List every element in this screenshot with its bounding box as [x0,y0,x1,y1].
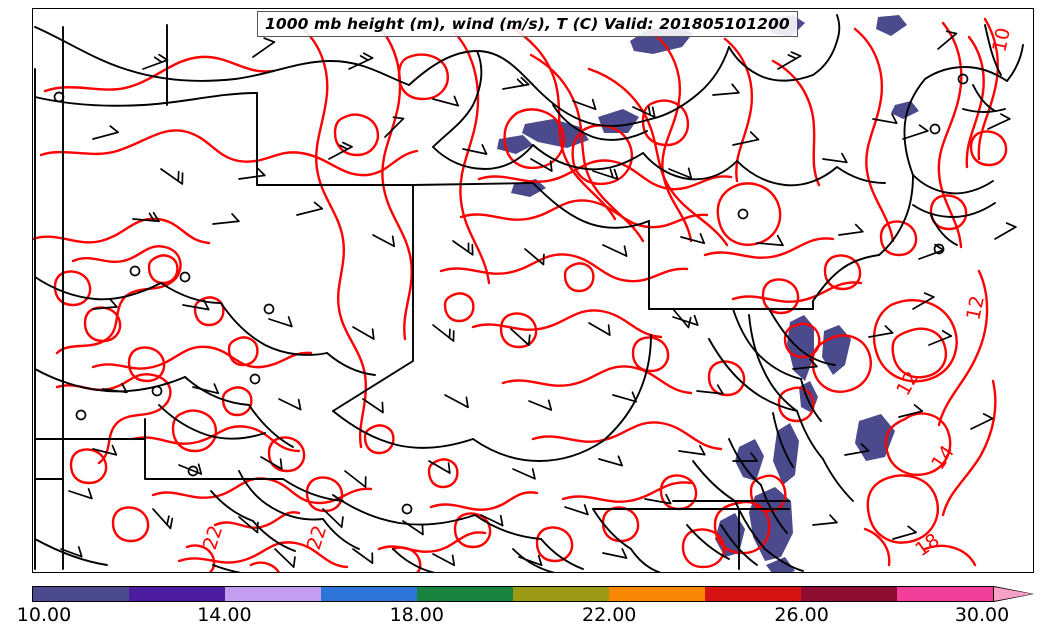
colorbar-segment-4 [417,587,513,601]
contour-label-12-b: 12 [892,368,923,400]
colorbar-tick-22-00: 22.00 [581,604,637,626]
colorbar-segment-1 [129,587,225,601]
colorbar-segment-7 [705,587,801,601]
contour-label-10: 10 [988,26,1015,54]
colorbar-tick-labels: 10.00 14.00 18.00 22.00 26.00 30.00 [17,604,1034,632]
colorbar-segment-3 [321,587,417,601]
chart-title-box: 1000 mb height (m), wind (m/s), T (C) Va… [257,11,798,37]
colorbar-tick-18-00: 18.00 [389,604,444,626]
geographic-boundaries [34,14,1024,572]
colorbar-extend-arrow [994,586,1032,601]
calm-station-markers [53,73,969,515]
contour-label-22-a: 22 [199,523,227,553]
colorbar-gradient [32,586,994,602]
colorbar-segment-0 [33,587,129,601]
map-graphic: 10 12 12 14 18 22 22 [33,14,1024,572]
page-title: 1000 mb height (m), wind (m/s), T (C) Va… [265,15,790,33]
colorbar: 10.00 14.00 18.00 22.00 26.00 30.00 [17,585,1034,626]
contour-label-18: 18 [911,529,943,561]
contour-label-14: 14 [927,441,959,473]
contour-label-22-b: 22 [303,523,331,553]
colorbar-tick-26-00: 26.00 [774,604,829,626]
wind-barbs [60,30,1017,568]
colorbar-segment-6 [609,587,705,601]
colorbar-segment-5 [513,587,609,601]
colorbar-segment-9 [897,587,993,601]
colorbar-segment-2 [225,587,321,601]
colorbar-segment-8 [801,587,897,601]
map-plot-area: 10 12 12 14 18 22 22 [32,8,1034,573]
colorbar-tick-30-00: 30.00 [954,604,1010,626]
contour-label-12-a: 12 [962,294,989,322]
colorbar-tick-14-00: 14.00 [197,604,252,626]
temperature-shading [497,15,919,572]
contour-labels: 10 12 12 14 18 22 22 [199,26,1015,561]
colorbar-tick-10-00: 10.00 [16,604,72,626]
